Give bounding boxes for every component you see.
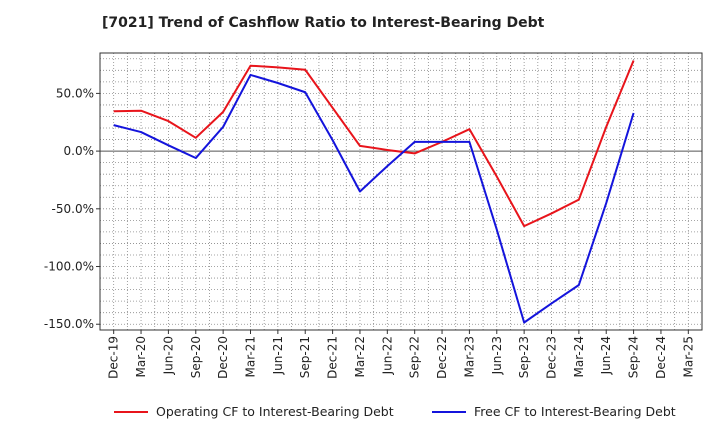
x-tick-label: Sep-20 xyxy=(189,336,203,378)
x-tick-label: Mar-24 xyxy=(572,336,586,377)
plot-border xyxy=(99,52,703,331)
y-tick-label: -150.0% xyxy=(44,317,94,331)
legend-label-operating-cf: Operating CF to Interest-Bearing Debt xyxy=(156,404,394,419)
series-line-free-cf xyxy=(113,73,635,324)
series-line-operating-cf xyxy=(113,60,635,228)
legend-item-free-cf: Free CF to Interest-Bearing Debt xyxy=(432,404,676,419)
x-tick-label: Jun-21 xyxy=(271,336,285,375)
x-tick-label: Mar-25 xyxy=(681,336,695,377)
y-tick-label: 0.0% xyxy=(64,144,95,158)
x-tick-label: Mar-21 xyxy=(244,336,258,377)
y-tick-label: -100.0% xyxy=(44,260,94,274)
x-tick-label: Dec-22 xyxy=(435,336,449,379)
y-tick-label: -50.0% xyxy=(52,202,94,216)
chart-legend: Operating CF to Interest-Bearing Debt Fr… xyxy=(0,404,720,426)
legend-swatch-free-cf xyxy=(432,410,466,413)
x-tick-label: Mar-23 xyxy=(462,336,476,377)
x-tick-label: Jun-22 xyxy=(380,336,394,375)
x-tick-label: Sep-23 xyxy=(517,336,531,378)
legend-item-operating-cf: Operating CF to Interest-Bearing Debt xyxy=(114,404,394,419)
x-tick-label: Sep-24 xyxy=(627,336,641,378)
x-tick-label: Jun-20 xyxy=(161,336,175,375)
x-tick-label: Jun-23 xyxy=(490,336,504,375)
legend-swatch-operating-cf xyxy=(114,410,148,413)
x-tick-label: Dec-19 xyxy=(107,336,121,379)
y-tick-label: 50.0% xyxy=(56,86,94,100)
x-tick-label: Mar-22 xyxy=(353,336,367,377)
x-tick-label: Dec-24 xyxy=(654,336,668,379)
x-tick-label: Dec-23 xyxy=(545,336,559,379)
x-tick-label: Dec-20 xyxy=(216,336,230,379)
legend-label-free-cf: Free CF to Interest-Bearing Debt xyxy=(474,404,676,419)
x-tick-label: Sep-21 xyxy=(298,336,312,378)
x-tick-label: Dec-21 xyxy=(326,336,340,379)
x-tick-label: Sep-22 xyxy=(408,336,422,378)
x-tick-label: Mar-20 xyxy=(134,336,148,377)
chart-title: [7021] Trend of Cashflow Ratio to Intere… xyxy=(102,15,545,31)
x-tick-label: Jun-24 xyxy=(599,336,613,375)
